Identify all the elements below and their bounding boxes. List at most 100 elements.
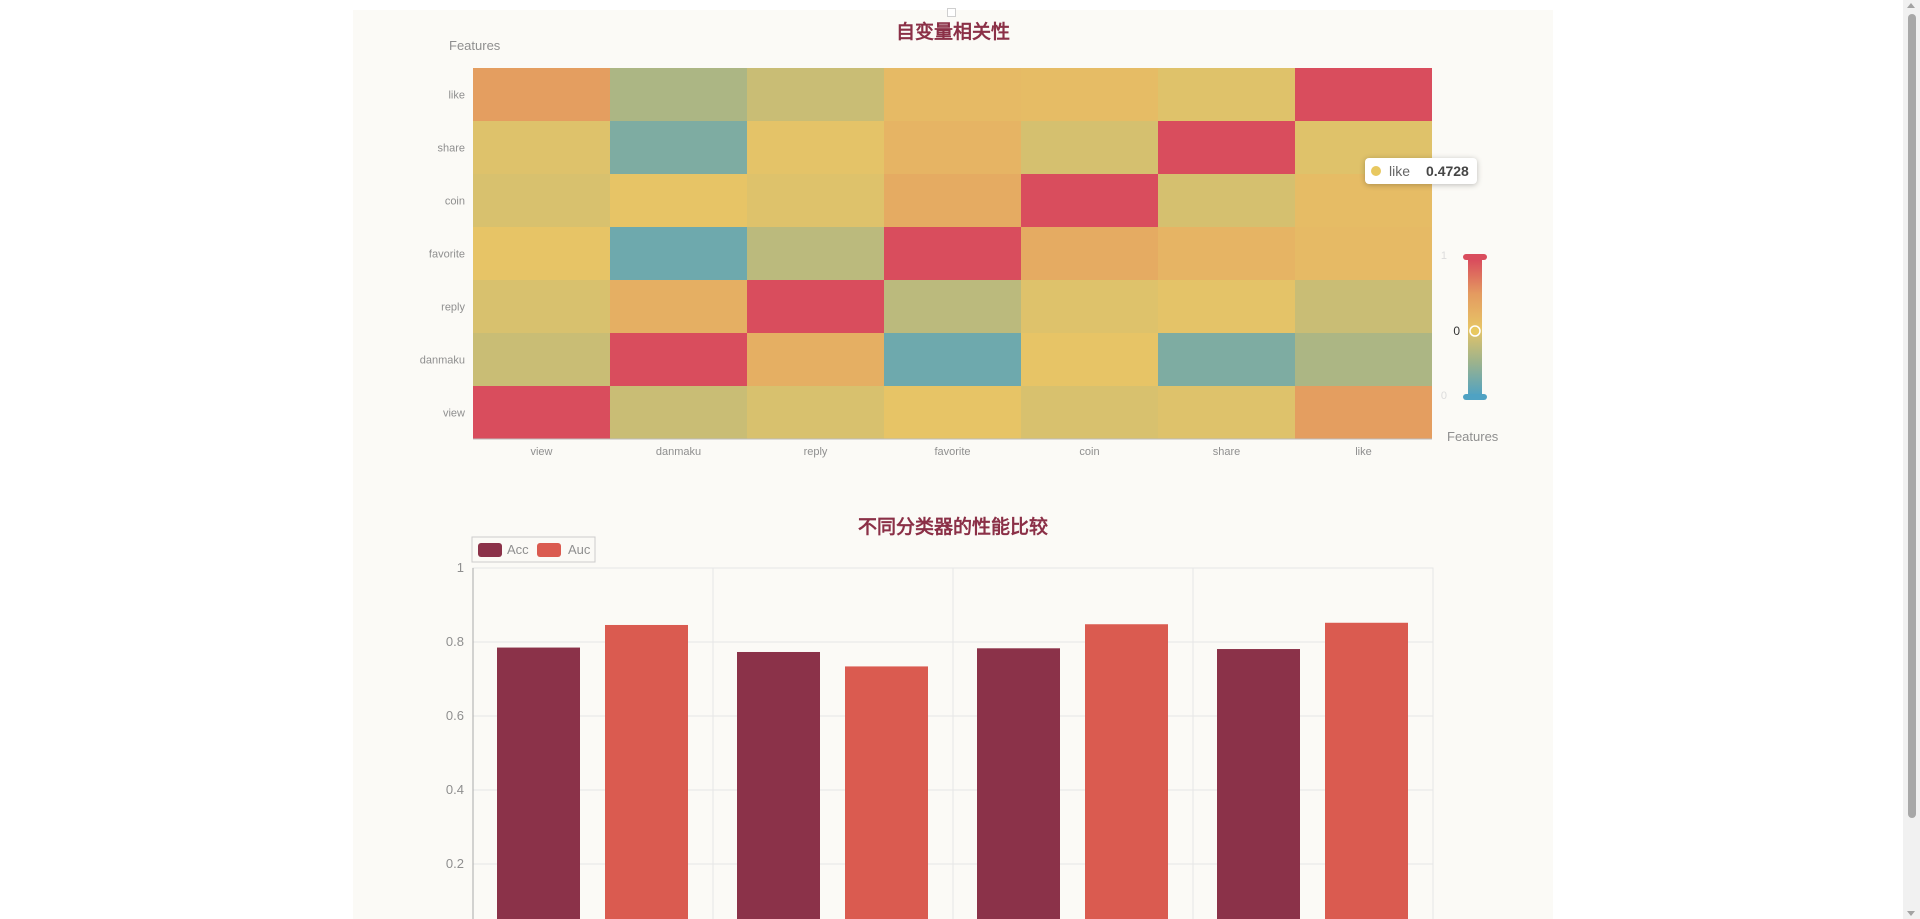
- heatmap-cell[interactable]: [610, 174, 747, 227]
- heatmap-cell[interactable]: [747, 227, 884, 280]
- visual-map-min-label: 0: [1441, 390, 1447, 402]
- heatmap-cell[interactable]: [747, 174, 884, 227]
- heatmap-y-tick-label: coin: [445, 196, 465, 208]
- bar-acc[interactable]: [497, 647, 580, 919]
- visual-map[interactable]: 1 0 0: [1441, 250, 1487, 402]
- heatmap-x-tick-label: danmaku: [656, 446, 701, 458]
- heatmap-cell[interactable]: [1158, 386, 1295, 439]
- toolbox-icon[interactable]: [947, 8, 956, 17]
- heatmap-title: 自变量相关性: [896, 20, 1010, 43]
- tooltip-dot: [1371, 166, 1381, 176]
- visual-map-indicator-label: 0: [1453, 324, 1460, 338]
- legend-auc-label[interactable]: Auc: [568, 542, 591, 557]
- heatmap-cell[interactable]: [884, 333, 1021, 386]
- heatmap-x-tick-label: like: [1355, 446, 1372, 458]
- bar-auc[interactable]: [1325, 622, 1408, 919]
- heatmap-x-tick-label: share: [1213, 446, 1241, 458]
- heatmap-cell[interactable]: [1021, 174, 1158, 227]
- heatmap-cell[interactable]: [610, 121, 747, 174]
- legend-acc-label[interactable]: Acc: [507, 542, 529, 557]
- heatmap-y-tick-label: danmaku: [420, 355, 465, 367]
- heatmap-cell[interactable]: [884, 386, 1021, 439]
- legend-auc-swatch[interactable]: [537, 543, 561, 557]
- heatmap-cell[interactable]: [884, 174, 1021, 227]
- heatmap-cell[interactable]: [884, 121, 1021, 174]
- heatmap-y-tick-label: share: [437, 143, 465, 155]
- heatmap-cells: [473, 68, 1432, 440]
- scroll-up-icon[interactable]: [1907, 3, 1915, 8]
- heatmap-cell[interactable]: [1021, 333, 1158, 386]
- heatmap-cell[interactable]: [473, 68, 610, 121]
- heatmap-cell[interactable]: [473, 280, 610, 333]
- bar-y-tick-label: 0.4: [446, 782, 464, 797]
- heatmap-cell[interactable]: [1158, 227, 1295, 280]
- heatmap-cell[interactable]: [884, 280, 1021, 333]
- heatmap-cell[interactable]: [610, 280, 747, 333]
- heatmap-x-tick-label: coin: [1079, 446, 1099, 458]
- heatmap-y-ticks: view danmaku reply favorite coin share like: [420, 90, 466, 420]
- heatmap-cell[interactable]: [747, 121, 884, 174]
- visual-map-indicator[interactable]: [1469, 325, 1481, 337]
- tooltip-name: like: [1389, 163, 1411, 179]
- heatmap-y-axis-label: Features: [449, 38, 501, 53]
- heatmap-cell[interactable]: [610, 68, 747, 121]
- bar-legend[interactable]: Acc Auc: [471, 536, 596, 563]
- heatmap-y-tick-label: favorite: [429, 249, 465, 261]
- bar-y-tick-label: 0.2: [446, 856, 464, 871]
- visual-map-bottom-handle[interactable]: [1463, 394, 1487, 400]
- heatmap-cell[interactable]: [1021, 121, 1158, 174]
- visual-map-top-handle[interactable]: [1463, 254, 1487, 260]
- heatmap-cell[interactable]: [1021, 280, 1158, 333]
- heatmap-cell[interactable]: [610, 386, 747, 439]
- heatmap-cell[interactable]: [610, 333, 747, 386]
- heatmap-y-tick-label: view: [443, 408, 465, 420]
- heatmap-cell[interactable]: [1295, 333, 1432, 386]
- heatmap-cell[interactable]: [1295, 68, 1432, 121]
- bar-auc[interactable]: [1085, 624, 1168, 919]
- bar-y-tick-label: 0.8: [446, 634, 464, 649]
- heatmap-cell[interactable]: [1158, 333, 1295, 386]
- heatmap-x-tick-label: reply: [804, 446, 828, 458]
- heatmap-cell[interactable]: [1295, 280, 1432, 333]
- bar-acc[interactable]: [737, 651, 820, 919]
- heatmap-cell[interactable]: [473, 386, 610, 439]
- heatmap-x-tick-label: view: [530, 446, 552, 458]
- bar-chart-title: 不同分类器的性能比较: [858, 515, 1048, 538]
- heatmap-x-axis-label: Features: [1447, 429, 1499, 444]
- heatmap-cell[interactable]: [747, 333, 884, 386]
- heatmap-cell[interactable]: [747, 68, 884, 121]
- legend-border: [471, 536, 596, 563]
- visual-map-max-label: 1: [1441, 250, 1447, 262]
- heatmap-cell[interactable]: [610, 227, 747, 280]
- heatmap-cell[interactable]: [473, 333, 610, 386]
- bar-acc[interactable]: [1217, 649, 1300, 919]
- heatmap-cell[interactable]: [747, 386, 884, 439]
- heatmap-cell[interactable]: [1158, 174, 1295, 227]
- heatmap-cell[interactable]: [1295, 386, 1432, 439]
- scrollbar-thumb[interactable]: [1908, 14, 1916, 818]
- bar-acc[interactable]: [977, 648, 1060, 919]
- heatmap-cell[interactable]: [1158, 280, 1295, 333]
- heatmap-cell[interactable]: [884, 227, 1021, 280]
- heatmap-cell[interactable]: [884, 68, 1021, 121]
- legend-acc-swatch[interactable]: [478, 543, 502, 557]
- heatmap-cell[interactable]: [473, 121, 610, 174]
- heatmap-cell[interactable]: [1021, 386, 1158, 439]
- heatmap-cell[interactable]: [473, 174, 610, 227]
- heatmap-cell[interactable]: [1021, 227, 1158, 280]
- bar-auc[interactable]: [845, 666, 928, 919]
- tooltip-value: 0.4728: [1426, 163, 1469, 179]
- heatmap-cell[interactable]: [1158, 121, 1295, 174]
- scroll-down-icon[interactable]: [1907, 911, 1915, 916]
- heatmap-x-tick-label: favorite: [934, 446, 970, 458]
- heatmap-cell[interactable]: [1158, 68, 1295, 121]
- heatmap-y-tick-label: reply: [441, 302, 465, 314]
- bar-y-tick-label: 0.6: [446, 708, 464, 723]
- heatmap-cell[interactable]: [1021, 68, 1158, 121]
- vertical-scrollbar[interactable]: [1903, 0, 1920, 919]
- heatmap-cell[interactable]: [747, 280, 884, 333]
- heatmap-cell[interactable]: [1295, 227, 1432, 280]
- bar-auc[interactable]: [605, 624, 688, 919]
- heatmap-cell[interactable]: [473, 227, 610, 280]
